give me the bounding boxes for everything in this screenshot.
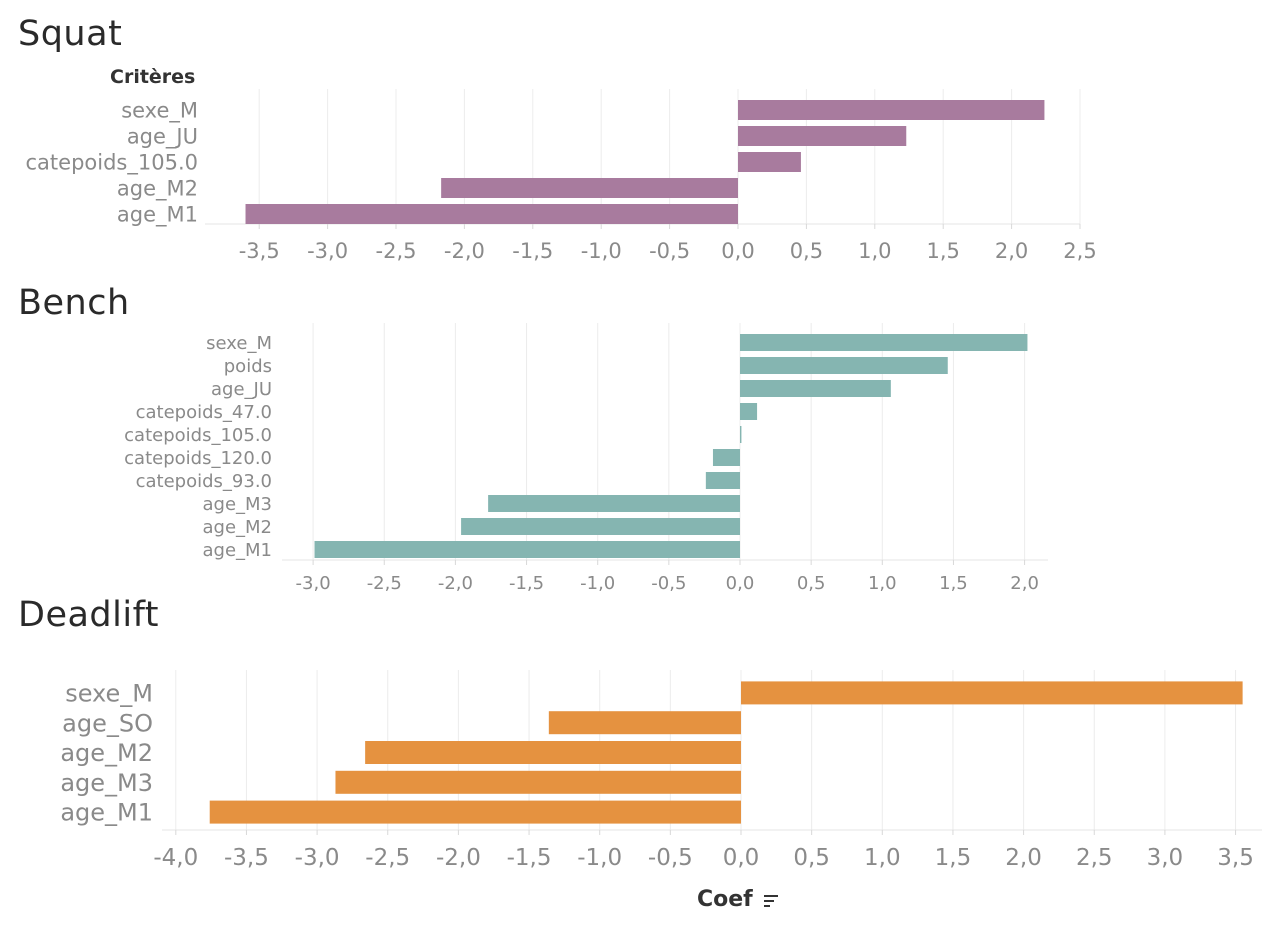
- bar-age-m3[interactable]: [335, 770, 741, 794]
- tick-label: 2,0: [995, 239, 1028, 263]
- tick-label: -1,0: [581, 239, 622, 263]
- bar-catepoids-105-0[interactable]: [738, 152, 801, 172]
- tick-label: -1,0: [580, 573, 615, 594]
- bar-age-so[interactable]: [548, 711, 741, 735]
- tick-label: -2,5: [367, 573, 402, 594]
- category-label: sexe_M: [206, 333, 272, 354]
- tick-label: 1,5: [926, 239, 959, 263]
- category-label: age_JU: [211, 379, 272, 400]
- category-label: age_M3: [60, 769, 153, 797]
- tick-label: 2,0: [1005, 845, 1042, 871]
- bar-age-m2[interactable]: [461, 518, 740, 535]
- tick-label: 0,0: [723, 845, 760, 871]
- tick-label: -4,0: [153, 845, 198, 871]
- category-label: age_M3: [202, 494, 272, 515]
- tick-label: 3,0: [1147, 845, 1184, 871]
- tick-label: -0,5: [649, 239, 690, 263]
- category-label: age_M1: [117, 203, 198, 228]
- bar-age-m1[interactable]: [209, 800, 741, 824]
- tick-label: 0,5: [790, 239, 823, 263]
- tick-label: 1,5: [939, 573, 968, 594]
- bar-catepoids-120-0[interactable]: [712, 449, 740, 466]
- bar-age-ju[interactable]: [740, 380, 891, 397]
- category-label: age_JU: [127, 125, 198, 150]
- category-label: catepoids_120.0: [124, 448, 272, 469]
- bar-age-m1[interactable]: [245, 204, 738, 224]
- deadlift-title: Deadlift: [18, 595, 160, 635]
- category-label: catepoids_105.0: [124, 425, 272, 446]
- bar-catepoids-105-0[interactable]: [740, 426, 742, 443]
- category-label: age_M1: [60, 799, 153, 827]
- tick-label: -0,5: [648, 845, 693, 871]
- category-label: catepoids_47.0: [136, 402, 272, 423]
- tick-label: 2,0: [1010, 573, 1039, 594]
- bar-age-ju[interactable]: [738, 126, 907, 146]
- tick-label: -3,0: [296, 573, 331, 594]
- tick-label: -2,5: [365, 845, 410, 871]
- tick-label: 2,5: [1076, 845, 1113, 871]
- tick-label: 1,5: [935, 845, 972, 871]
- tick-label: -3,5: [224, 845, 269, 871]
- category-label: age_M2: [60, 739, 153, 767]
- tick-label: -1,0: [577, 845, 622, 871]
- tick-label: -2,0: [438, 573, 473, 594]
- sort-icon[interactable]: [763, 894, 779, 908]
- tick-label: 1,0: [864, 845, 901, 871]
- category-label: poids: [224, 356, 272, 377]
- bar-age-m2[interactable]: [441, 178, 738, 198]
- tick-label: -0,5: [651, 573, 686, 594]
- tick-label: -2,0: [436, 845, 481, 871]
- bar-age-m1[interactable]: [314, 541, 740, 558]
- x-axis-title: Coef: [697, 887, 753, 912]
- bench-chart: -3,0 -2,5 -2,0 -1,5 -1,0 -0,5 0,0 0,5 1,0 1,5 2,0 s…: [124, 323, 1048, 594]
- deadlift-chart: -4,0 -3,5 -3,0 -2,5 -2,0 -1,5 -1,0 -0,5 0,0 0,5 1,…: [60, 670, 1262, 871]
- tick-label: -3,0: [295, 845, 340, 871]
- tick-label: 0,0: [726, 573, 755, 594]
- category-label: catepoids_105.0: [26, 151, 198, 176]
- bar-age-m2[interactable]: [365, 741, 741, 764]
- tick-label: -2,5: [376, 239, 417, 263]
- category-label: age_SO: [62, 709, 153, 737]
- squat-title: Squat: [18, 14, 123, 54]
- tick-label: 0,5: [797, 573, 826, 594]
- bar-catepoids-93-0[interactable]: [705, 472, 740, 489]
- bar-poids[interactable]: [740, 357, 948, 374]
- tick-label: -1,5: [512, 239, 553, 263]
- category-label: sexe_M: [121, 99, 198, 124]
- squat-chart: -3,5 -3,0 -2,5 -2,0 -1,5 -1,0 -0,5 0,0 0,5 1,0 1,5…: [26, 89, 1097, 263]
- bench-title: Bench: [18, 283, 130, 323]
- tick-label: 1,0: [868, 573, 897, 594]
- bar-age-m3[interactable]: [488, 495, 740, 512]
- tick-label: -2,0: [444, 239, 485, 263]
- bar-sexe-m[interactable]: [740, 334, 1028, 351]
- tick-label: -3,0: [307, 239, 348, 263]
- tick-label: 0,0: [721, 239, 754, 263]
- tick-label: 0,5: [793, 845, 830, 871]
- bar-sexe-m[interactable]: [741, 681, 1243, 705]
- category-label: sexe_M: [65, 680, 153, 708]
- bar-sexe-m[interactable]: [738, 100, 1045, 120]
- field-header: Critères: [110, 66, 196, 88]
- tick-label: 3,5: [1217, 845, 1254, 871]
- tick-label: -1,5: [509, 573, 544, 594]
- tick-label: 1,0: [858, 239, 891, 263]
- bar-catepoids-47-0[interactable]: [740, 403, 758, 420]
- tick-label: -1,5: [507, 845, 552, 871]
- category-label: age_M2: [202, 517, 272, 538]
- category-label: age_M2: [117, 177, 198, 202]
- tick-label: -3,5: [239, 239, 280, 263]
- category-label: age_M1: [202, 540, 272, 561]
- category-label: catepoids_93.0: [136, 471, 272, 492]
- tick-label: 2,5: [1063, 239, 1096, 263]
